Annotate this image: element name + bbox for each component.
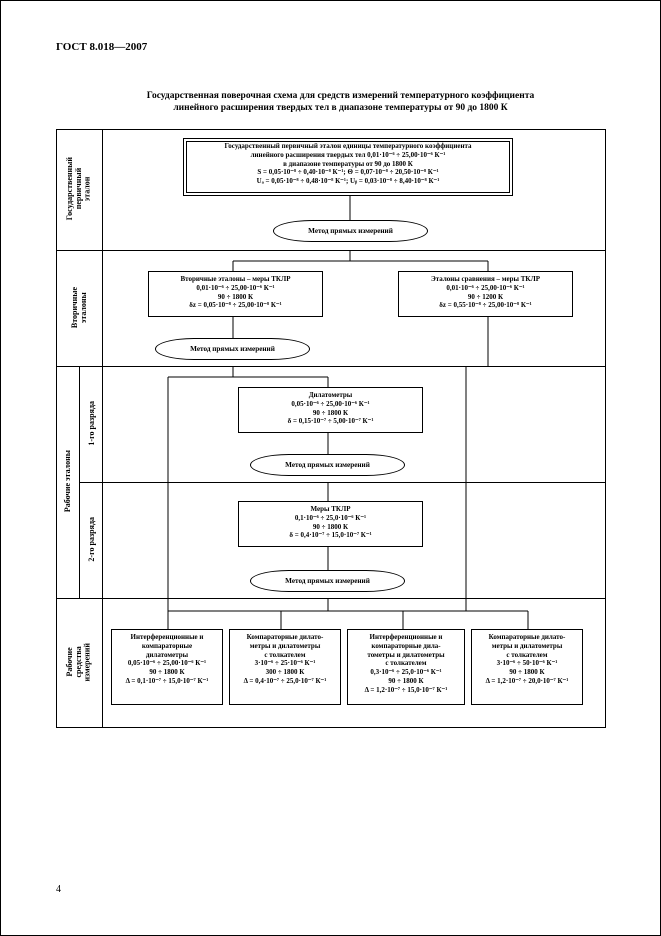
method-oval-2: Метод прямых измерений	[155, 338, 310, 360]
instrument-box-1: Интерференционные икомпараторныедилатоме…	[111, 629, 223, 705]
diagram-title: Государственная поверочная схема для сре…	[61, 91, 620, 115]
instrument-box-2: Компараторные дилато-метры и дилатометры…	[229, 629, 341, 705]
page: ГОСТ 8.018—2007 Государственная поверочн…	[0, 0, 661, 936]
instrument-box-4: Компараторные дилато-метры и дилатометры…	[471, 629, 583, 705]
rank1-box: Дилатометры0,05·10⁻⁶ ÷ 25,00·10⁻⁶ К⁻¹90 …	[238, 387, 423, 433]
row-label-working-standards: Рабочие эталоны	[64, 450, 73, 512]
rank2-box: Меры ТКЛР0,1·10⁻⁶ ÷ 25,0·10⁻⁶ К⁻¹90 ÷ 18…	[238, 501, 423, 547]
row-label-rank2: 2-го разряда	[87, 517, 96, 562]
hierarchy-table: Государственныйпервичныйэталон Государст…	[56, 129, 606, 728]
method-oval-3: Метод прямых измерений	[250, 454, 405, 476]
row-label-primary: Государственныйпервичныйэталон	[66, 157, 92, 220]
connectors-r1	[103, 130, 605, 250]
row-label-rank1: 1-го разряда	[87, 401, 96, 446]
row-label-secondary: Вторичныеэталоны	[71, 287, 89, 328]
title-line1: Государственная поверочная схема для сре…	[147, 91, 535, 101]
doc-header: ГОСТ 8.018—2007	[56, 41, 147, 53]
secondary-standard-left: Вторичные эталоны – меры ТКЛР0,01·10⁻⁶ ÷…	[148, 271, 323, 317]
row-label-working-instruments: Рабочиесредстваизмерений	[66, 643, 92, 682]
secondary-standard-right: Эталоны сравнения – меры ТКЛР0,01·10⁻⁶ ÷…	[398, 271, 573, 317]
page-number: 4	[56, 884, 61, 895]
title-line2: линейного расширения твердых тел в диапа…	[173, 103, 507, 113]
instrument-box-3: Интерференционные икомпараторные дила-то…	[347, 629, 465, 705]
method-oval-4: Метод прямых измерений	[250, 570, 405, 592]
